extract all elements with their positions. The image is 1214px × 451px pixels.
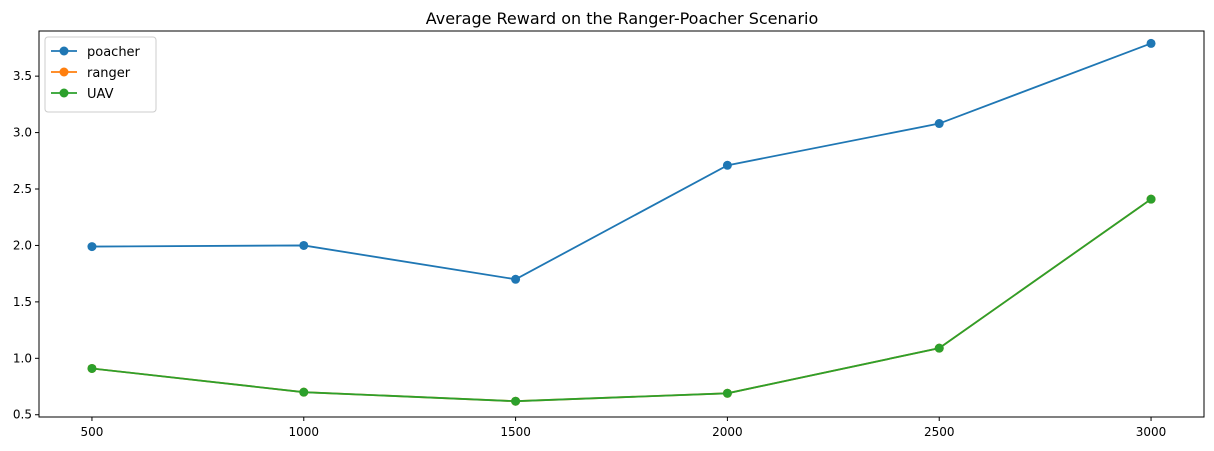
y-tick-label: 3.5	[13, 69, 32, 83]
x-tick-label: 1500	[500, 425, 531, 439]
data-point-uav	[722, 388, 732, 398]
legend-swatch-marker	[59, 46, 69, 56]
legend-item-poacher: poacher	[51, 45, 141, 60]
legend-label: ranger	[87, 66, 131, 81]
x-tick-label: 2000	[712, 425, 743, 439]
data-point-poacher	[1146, 38, 1156, 48]
y-tick-label: 0.5	[13, 408, 32, 422]
y-tick-label: 2.5	[13, 182, 32, 196]
plot-area: 500 1000 1500 2000 2500 3000 0.5 1.0 1.5 2.0 2.5 3.…	[13, 38, 1167, 439]
series-line-uav	[91, 198, 1152, 403]
y-tick-label: 1.0	[13, 351, 32, 365]
data-point-uav	[1146, 194, 1156, 204]
x-tick-label: 3000	[1136, 425, 1167, 439]
x-tick-label: 1000	[288, 425, 319, 439]
data-point-poacher	[87, 242, 97, 252]
data-point-poacher	[722, 160, 732, 170]
data-point-uav	[299, 387, 309, 397]
y-tick-label: 2.0	[13, 238, 32, 252]
y-tick-label: 3.0	[13, 126, 32, 140]
series-uav	[87, 194, 1156, 406]
series-line-ranger	[91, 198, 1152, 403]
data-point-uav	[511, 396, 521, 406]
data-point-poacher	[299, 240, 309, 250]
axes-frame	[38, 30, 1205, 418]
series-ranger	[87, 194, 1156, 406]
x-tick-label: 500	[81, 425, 104, 439]
legend-swatch-marker	[59, 88, 69, 98]
legend: poacher ranger UAV	[44, 36, 157, 113]
legend-item-uav: UAV	[51, 87, 114, 102]
legend-swatch-marker	[59, 67, 69, 77]
series-line-poacher	[91, 42, 1152, 281]
data-point-uav	[87, 363, 97, 373]
data-point-uav	[934, 343, 944, 353]
series-poacher	[87, 38, 1156, 284]
x-tick-label: 2500	[924, 425, 955, 439]
data-point-poacher	[511, 274, 521, 284]
y-tick-label: 1.5	[13, 295, 32, 309]
data-point-poacher	[934, 119, 944, 129]
legend-label: poacher	[87, 45, 141, 60]
chart-title: Average Reward on the Ranger-Poacher Sce…	[426, 9, 819, 28]
legend-item-ranger: ranger	[51, 66, 131, 81]
legend-label: UAV	[87, 87, 114, 102]
